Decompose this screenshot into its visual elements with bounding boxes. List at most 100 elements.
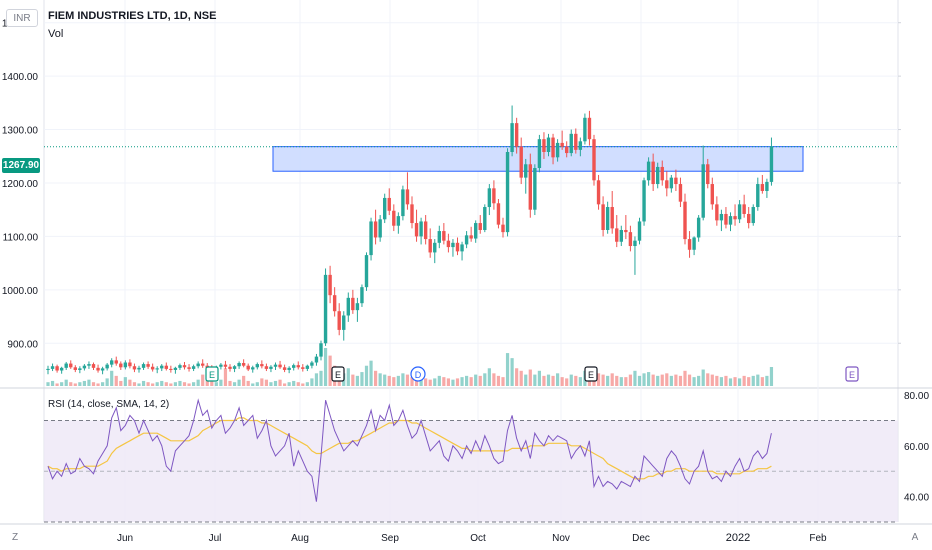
candle-body[interactable]: [419, 221, 423, 237]
candle-body[interactable]: [105, 364, 109, 369]
candle-body[interactable]: [587, 117, 592, 140]
candle-body[interactable]: [592, 139, 596, 181]
candle-body[interactable]: [255, 364, 259, 368]
candle-body[interactable]: [674, 177, 678, 185]
candle-body[interactable]: [633, 240, 637, 247]
candle-body[interactable]: [164, 365, 168, 369]
candle-body[interactable]: [355, 303, 360, 311]
candle-body[interactable]: [524, 164, 528, 178]
candle-body[interactable]: [223, 364, 228, 367]
candle-body[interactable]: [724, 213, 728, 225]
earnings-marker[interactable]: [845, 366, 859, 382]
candle-body[interactable]: [237, 363, 241, 367]
candle-body[interactable]: [228, 366, 232, 369]
candle-body[interactable]: [100, 368, 105, 371]
candle-body[interactable]: [510, 123, 514, 152]
candle-body[interactable]: [642, 180, 646, 222]
candle-body[interactable]: [560, 142, 564, 147]
candle-body[interactable]: [537, 139, 542, 169]
candle-body[interactable]: [141, 364, 146, 368]
candle-body[interactable]: [719, 213, 724, 221]
candle-body[interactable]: [114, 360, 118, 364]
candle-body[interactable]: [437, 231, 441, 243]
candle-body[interactable]: [278, 364, 282, 368]
candle-body[interactable]: [296, 365, 300, 368]
candle-body[interactable]: [683, 201, 687, 240]
candle-body[interactable]: [182, 365, 187, 368]
candle-body[interactable]: [501, 224, 505, 233]
candle-body[interactable]: [241, 363, 246, 366]
candle-body[interactable]: [569, 133, 573, 154]
candle-body[interactable]: [555, 142, 560, 158]
candle-body[interactable]: [137, 367, 141, 370]
candle-body[interactable]: [596, 180, 601, 205]
candle-body[interactable]: [660, 166, 664, 181]
candle-body[interactable]: [91, 364, 96, 368]
candle-body[interactable]: [483, 207, 487, 230]
candle-body[interactable]: [128, 362, 132, 367]
candle-body[interactable]: [301, 367, 305, 369]
candle-body[interactable]: [442, 231, 446, 241]
candle-body[interactable]: [78, 368, 82, 370]
candle-body[interactable]: [337, 311, 341, 330]
candle-body[interactable]: [542, 139, 546, 152]
candle-body[interactable]: [232, 366, 237, 369]
candle-body[interactable]: [455, 242, 460, 252]
candle-body[interactable]: [55, 366, 59, 371]
candle-body[interactable]: [323, 274, 328, 344]
candle-body[interactable]: [150, 366, 155, 370]
candle-body[interactable]: [351, 297, 355, 311]
candle-body[interactable]: [292, 365, 296, 368]
candle-body[interactable]: [187, 367, 191, 369]
rsi-line[interactable]: [47, 398, 772, 502]
candle-body[interactable]: [496, 203, 501, 225]
candle-body[interactable]: [314, 356, 319, 363]
candle-body[interactable]: [123, 362, 128, 368]
candle-body[interactable]: [414, 223, 419, 237]
candle-body[interactable]: [392, 210, 396, 226]
candle-body[interactable]: [687, 239, 692, 250]
candle-body[interactable]: [273, 364, 278, 367]
candle-body[interactable]: [565, 146, 569, 154]
candle-body[interactable]: [492, 188, 496, 204]
candle-body[interactable]: [433, 242, 437, 253]
candle-body[interactable]: [601, 204, 605, 230]
candle-body[interactable]: [651, 161, 655, 185]
candle-body[interactable]: [605, 207, 610, 230]
candle-body[interactable]: [678, 184, 683, 202]
candle-body[interactable]: [319, 343, 323, 357]
candle-body[interactable]: [519, 146, 523, 178]
candle-body[interactable]: [546, 137, 551, 152]
candle-body[interactable]: [706, 164, 710, 185]
candle-body[interactable]: [646, 161, 651, 181]
candle-body[interactable]: [373, 221, 378, 238]
candle-body[interactable]: [264, 366, 269, 369]
candle-body[interactable]: [474, 223, 478, 239]
candle-body[interactable]: [451, 242, 455, 248]
candle-body[interactable]: [59, 367, 64, 371]
candle-body[interactable]: [701, 164, 705, 218]
symbol-title[interactable]: FIEM INDUSTRIES LTD, 1D, NSE: [48, 10, 217, 22]
candle-body[interactable]: [624, 229, 628, 233]
candle-body[interactable]: [305, 365, 310, 369]
candle-body[interactable]: [769, 146, 774, 182]
candle-body[interactable]: [246, 365, 250, 370]
candle-body[interactable]: [528, 164, 532, 210]
candle-body[interactable]: [310, 362, 314, 366]
candle-body[interactable]: [765, 181, 769, 191]
candle-body[interactable]: [610, 207, 614, 229]
candle-body[interactable]: [733, 216, 737, 220]
candle-body[interactable]: [737, 204, 742, 220]
candle-body[interactable]: [401, 189, 405, 217]
dividend-marker[interactable]: [410, 366, 426, 382]
candle-body[interactable]: [219, 364, 223, 367]
candle-body[interactable]: [201, 363, 205, 366]
candle-body[interactable]: [378, 219, 382, 238]
earnings-marker[interactable]: [331, 366, 345, 382]
zoom-z-button[interactable]: Z: [6, 530, 24, 544]
candle-body[interactable]: [756, 184, 760, 208]
candle-body[interactable]: [364, 255, 369, 288]
candle-body[interactable]: [696, 217, 701, 238]
candle-body[interactable]: [178, 365, 182, 368]
